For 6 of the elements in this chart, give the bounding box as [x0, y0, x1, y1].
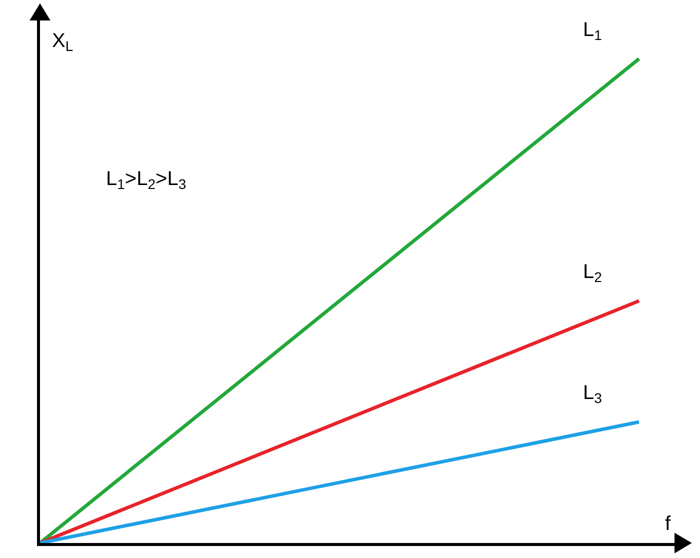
series-label: L$_{3}$: [583, 382, 602, 406]
series-label: L$_{1}$: [583, 19, 602, 44]
y-axis-title: X$_{L}$: [52, 30, 74, 54]
x-axis-title: f: [665, 513, 671, 535]
series-label: L$_{2}$: [583, 261, 602, 286]
annotation: L$_{1}$>L$_{2}$>L$_{3}$: [106, 168, 186, 192]
